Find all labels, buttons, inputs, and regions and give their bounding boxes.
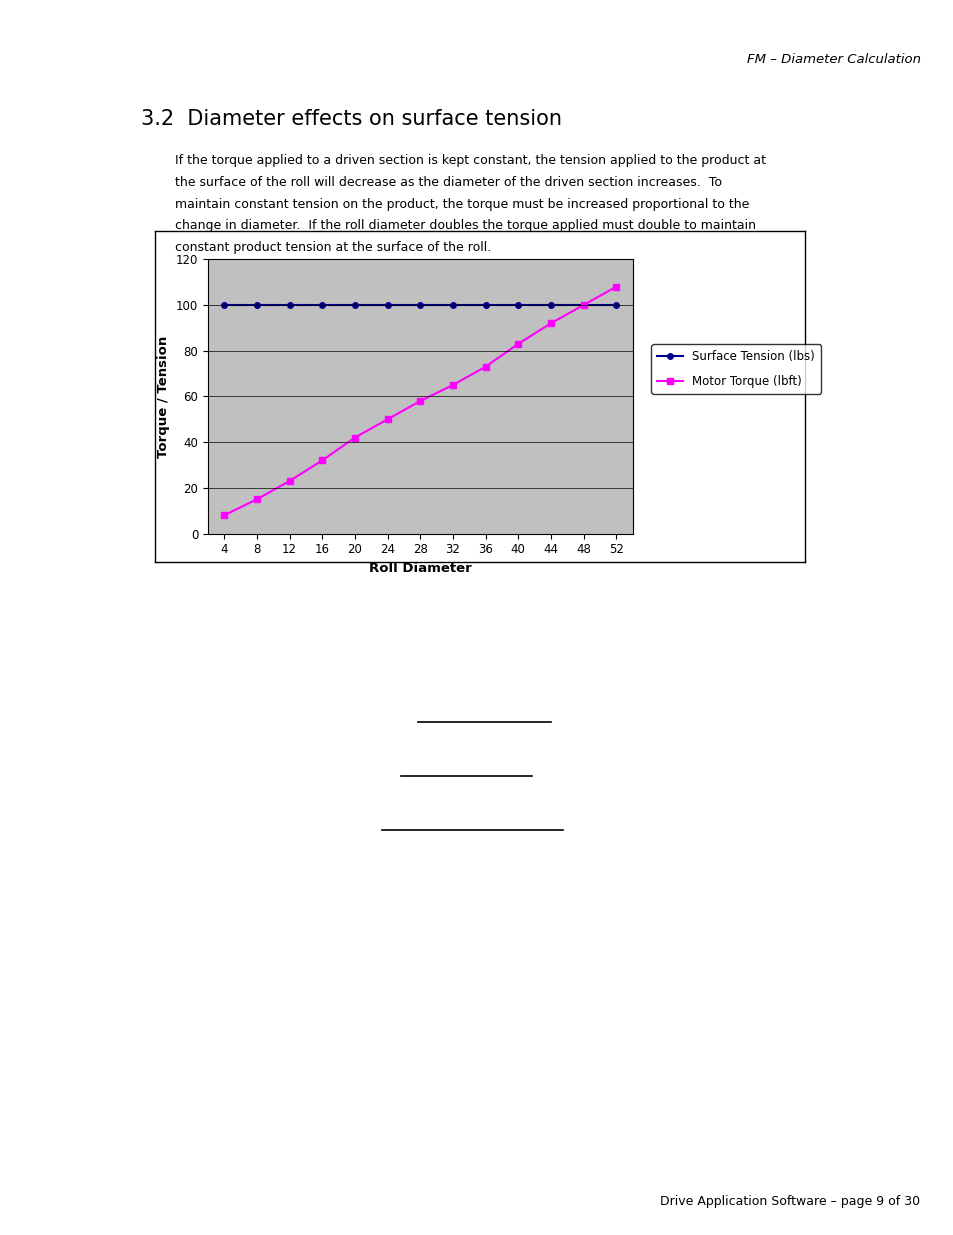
Text: the surface of the roll will decrease as the diameter of the driven section incr: the surface of the roll will decrease as… (174, 175, 720, 189)
Text: maintain constant tension on the product, the torque must be increased proportio: maintain constant tension on the product… (174, 198, 748, 211)
X-axis label: Roll Diameter: Roll Diameter (369, 562, 471, 574)
Y-axis label: Torque / Tension: Torque / Tension (157, 336, 171, 457)
Text: change in diameter.  If the roll diameter doubles the torque applied must double: change in diameter. If the roll diameter… (174, 220, 755, 232)
Text: If the torque applied to a driven section is kept constant, the tension applied : If the torque applied to a driven sectio… (174, 154, 764, 168)
Text: constant product tension at the surface of the roll.: constant product tension at the surface … (174, 241, 490, 254)
Text: Drive Application Software – page 9 of 30: Drive Application Software – page 9 of 3… (659, 1194, 920, 1208)
Legend: Surface Tension (lbs), Motor Torque (lbft): Surface Tension (lbs), Motor Torque (lbf… (651, 345, 821, 394)
Text: 3.2  Diameter effects on surface tension: 3.2 Diameter effects on surface tension (141, 109, 561, 128)
Text: FM – Diameter Calculation: FM – Diameter Calculation (746, 53, 920, 67)
